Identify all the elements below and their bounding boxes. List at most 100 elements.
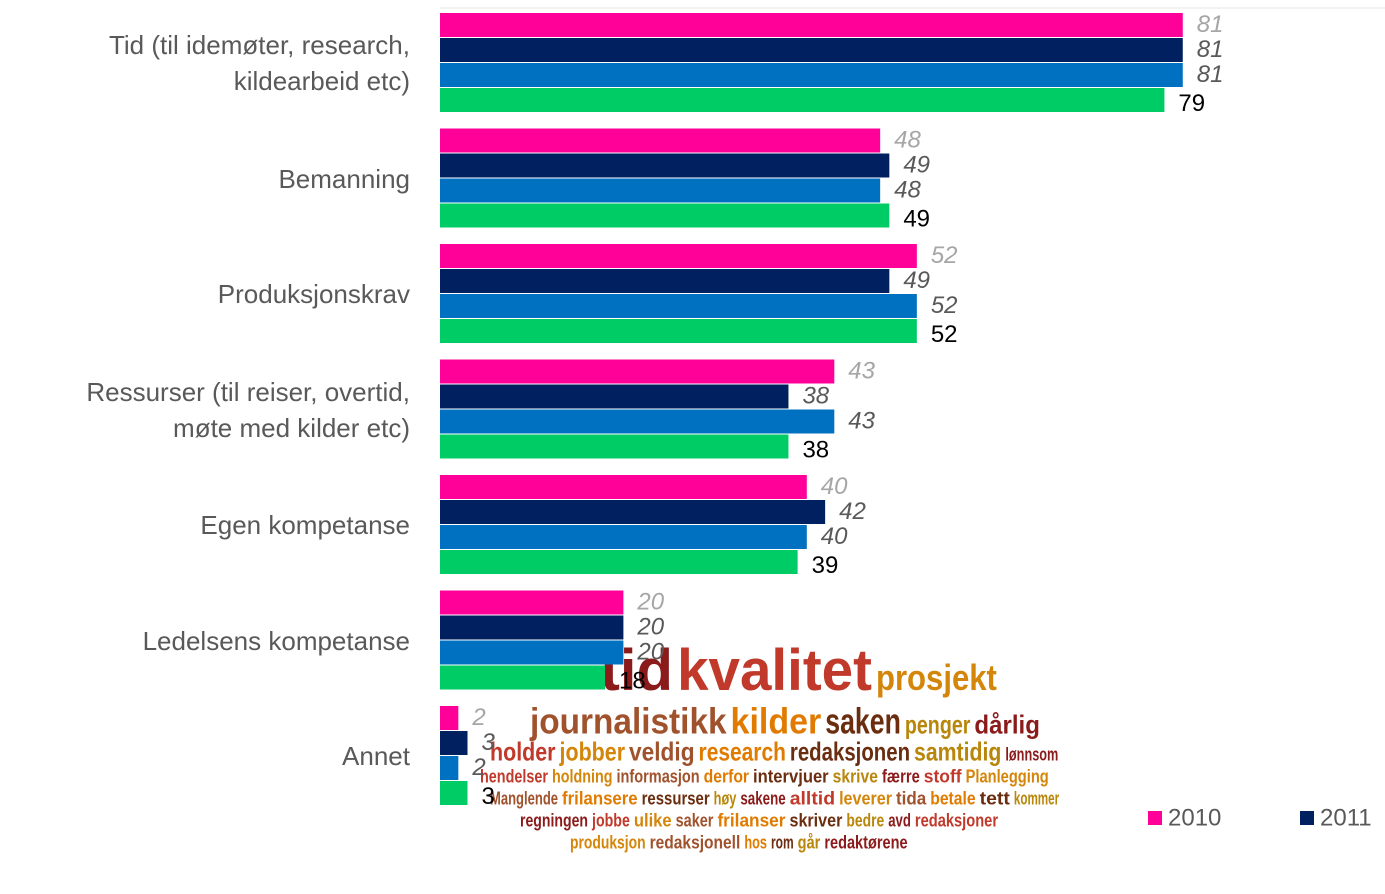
- value-label: 52: [931, 321, 958, 348]
- bar: [440, 203, 890, 228]
- value-label: 49: [903, 151, 930, 178]
- bar: [440, 384, 789, 409]
- value-label: 81: [1197, 11, 1224, 38]
- bar: [440, 475, 807, 499]
- word-cloud-word: høy: [714, 789, 737, 809]
- word-cloud-word: stoff: [924, 767, 963, 787]
- word-cloud-word: holder: [490, 737, 556, 767]
- bar: [440, 319, 917, 343]
- value-label: 2: [471, 704, 485, 731]
- category-label: Annet: [342, 741, 410, 771]
- value-label: 20: [636, 638, 664, 665]
- word-cloud-word: redaksjoner: [915, 811, 998, 831]
- value-label: 49: [903, 205, 930, 232]
- word-cloud-word: Manglende: [490, 789, 558, 809]
- value-label: 3: [482, 783, 495, 810]
- bar: [440, 359, 835, 384]
- word-cloud-word: regningen: [520, 811, 588, 831]
- word-cloud-word: jobbe: [591, 811, 630, 831]
- word-cloud-word: færre: [882, 767, 920, 787]
- word-cloud-word: journalistikk: [529, 701, 727, 742]
- bar: [440, 590, 624, 615]
- word-cloud-word: hos: [744, 833, 767, 853]
- bar: [440, 550, 798, 574]
- word-cloud-word: tett: [980, 789, 1010, 809]
- value-label: 43: [848, 357, 875, 384]
- bar: [440, 294, 917, 318]
- bar: [440, 38, 1183, 62]
- word-cloud-word: tida: [896, 789, 927, 809]
- category-label: Egen kompetanse: [200, 510, 410, 540]
- value-label: 40: [821, 523, 848, 550]
- bar: [440, 756, 459, 780]
- category-label: Bemanning: [278, 163, 410, 194]
- bar: [440, 500, 826, 524]
- word-cloud-word: ressurser: [642, 789, 710, 809]
- word-cloud-word: intervjuer: [753, 767, 829, 787]
- category-label: Ressurser (til reiser, overtid, møte med…: [86, 376, 410, 443]
- bar: [440, 409, 835, 434]
- bar: [440, 13, 1183, 37]
- legend-swatch: [1300, 811, 1314, 825]
- bar: [440, 615, 624, 640]
- value-label: 43: [848, 407, 875, 434]
- word-cloud-word: redaksjonen: [790, 737, 910, 767]
- word-cloud-word: går: [798, 833, 821, 853]
- value-label: 81: [1197, 36, 1224, 63]
- value-label: 38: [802, 382, 829, 409]
- word-cloud-word: veldig: [629, 737, 695, 767]
- value-label: 79: [1178, 90, 1205, 117]
- word-cloud-word: leverer: [839, 789, 892, 809]
- value-label: 52: [931, 242, 958, 269]
- legend-swatch: [1148, 811, 1162, 825]
- bar: [440, 706, 459, 730]
- bar: [440, 244, 917, 268]
- word-cloud-word: hendelser: [480, 767, 548, 787]
- category-label: Produksjonskrav: [217, 279, 410, 309]
- bar: [440, 128, 881, 153]
- word-cloud-word: kommer: [1014, 789, 1059, 809]
- value-label: 48: [894, 126, 921, 153]
- value-label: 3: [482, 729, 496, 756]
- word-cloud-word: bedre: [846, 811, 884, 831]
- word-cloud-word: redaktørene: [824, 833, 907, 853]
- word-cloud-word: jobber: [559, 737, 625, 767]
- word-cloud-word: ulike: [634, 811, 672, 831]
- category-label: Ledelsens kompetanse: [142, 625, 410, 656]
- value-label: 39: [812, 552, 839, 579]
- bar: [440, 88, 1165, 112]
- value-label: 2: [471, 754, 485, 781]
- word-cloud-word: frilansere: [562, 789, 638, 809]
- word-cloud-word: skriver: [789, 811, 842, 831]
- word-cloud-word: redaksjonell: [650, 833, 741, 853]
- value-label: 20: [636, 613, 664, 640]
- word-cloud-word: saken: [825, 701, 901, 742]
- word-cloud-word: kvalitet: [677, 638, 872, 703]
- word-cloud-word: informasjon: [617, 767, 700, 787]
- word-cloud-word: prosjekt: [876, 657, 997, 698]
- word-cloud-word: rom: [771, 833, 794, 853]
- bar: [440, 63, 1183, 87]
- bar: [440, 178, 881, 203]
- value-label: 20: [636, 588, 664, 615]
- word-cloud-word: betale: [930, 789, 975, 809]
- word-cloud-word: skrive: [833, 767, 878, 787]
- word-cloud-word: frilanser: [717, 811, 785, 831]
- word-cloud-word: samtidig: [914, 737, 1001, 767]
- word-cloud-word: penger: [905, 710, 971, 740]
- value-label: 48: [894, 176, 921, 203]
- bar: [440, 153, 890, 178]
- value-label: 81: [1197, 61, 1224, 88]
- word-cloud-word: lønnsom: [1005, 745, 1058, 765]
- word-cloud-word: research: [699, 737, 786, 767]
- word-cloud-word: alltid: [790, 789, 835, 809]
- word-cloud-word: holdning: [552, 767, 612, 787]
- bar: [440, 665, 606, 690]
- bar: [440, 525, 807, 549]
- legend-label: 2010: [1168, 804, 1221, 831]
- value-label: 18: [619, 667, 646, 694]
- word-cloud-word: kilder: [731, 701, 822, 742]
- legend-label: 2011: [1320, 804, 1372, 831]
